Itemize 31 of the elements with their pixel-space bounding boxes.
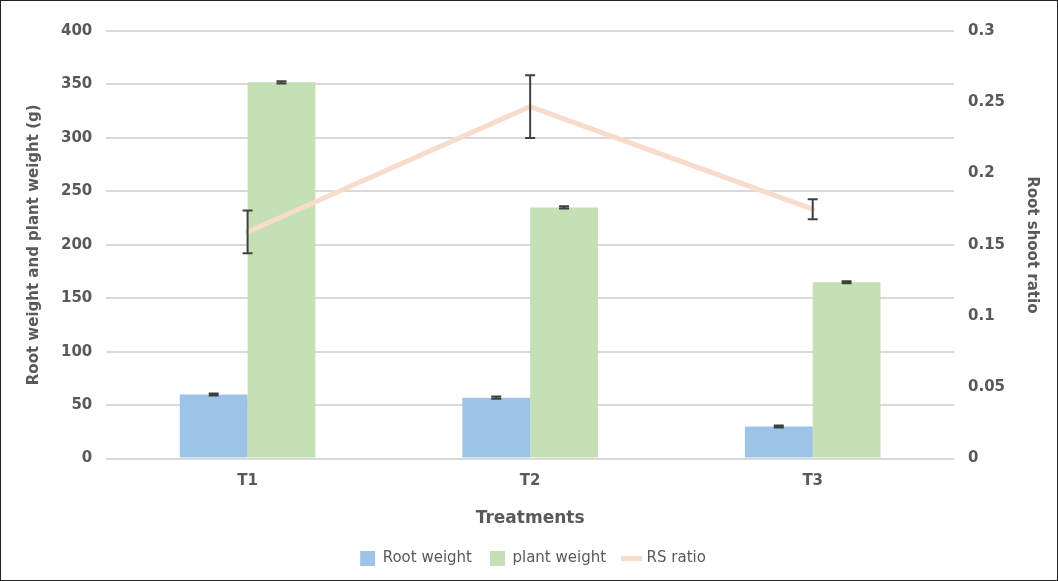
y2-tick-label: 0.3 bbox=[967, 20, 995, 39]
y-tick-label: 200 bbox=[61, 234, 93, 253]
x-tick-label: T1 bbox=[237, 471, 258, 490]
y-tick-label: 0 bbox=[81, 448, 93, 467]
y-tick-label: 50 bbox=[71, 395, 93, 414]
x-tick-label: T2 bbox=[519, 471, 541, 490]
y-tick-label: 150 bbox=[61, 288, 93, 307]
y2-tick-label: 0.1 bbox=[967, 305, 995, 324]
bar bbox=[247, 82, 316, 458]
y-axis-title: Root weight and plant weight (g) bbox=[23, 104, 42, 386]
y-tick-label: 250 bbox=[61, 181, 93, 200]
y2-tick-label: 0.2 bbox=[967, 163, 995, 182]
y2-axis-title: Root shoot ratio bbox=[1024, 176, 1043, 314]
y2-tick-label: 0.15 bbox=[967, 234, 1006, 253]
legend-label: plant weight bbox=[512, 548, 607, 567]
bar bbox=[530, 207, 598, 458]
y2-tick-label: 0 bbox=[967, 448, 979, 467]
y-tick-label: 400 bbox=[61, 20, 93, 39]
legend-label: Root weight bbox=[382, 548, 473, 567]
x-axis-title: Treatments bbox=[475, 507, 585, 528]
y-tick-label: 350 bbox=[61, 74, 93, 93]
y-tick-label: 100 bbox=[61, 341, 93, 360]
y2-tick-label: 0.25 bbox=[967, 92, 1006, 111]
bar bbox=[462, 397, 531, 458]
x-tick-label: T3 bbox=[802, 471, 824, 490]
y-tick-label: 300 bbox=[61, 127, 93, 146]
bar bbox=[812, 282, 881, 458]
bar bbox=[744, 426, 813, 458]
y2-tick-label: 0.05 bbox=[967, 377, 1006, 396]
legend-label: RS ratio bbox=[646, 548, 706, 567]
bar bbox=[179, 394, 248, 458]
